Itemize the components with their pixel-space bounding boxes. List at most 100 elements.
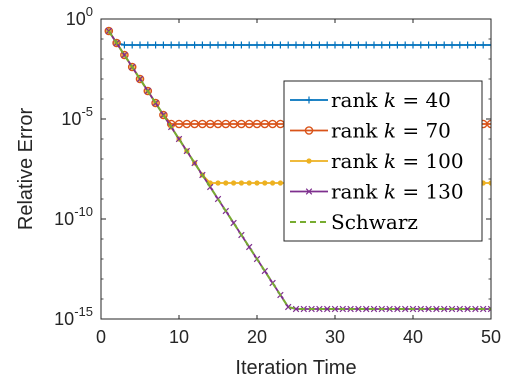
legend-label-var-1: k [384, 119, 396, 143]
legend-label-prefix-0: rank [331, 88, 384, 112]
series-0-point-16 [230, 41, 238, 49]
y-tick-label-1: 10-5 [61, 104, 93, 129]
series-2-point-14 [215, 180, 221, 186]
y-axis-label: Relative Error [15, 108, 37, 231]
legend-label-2: rank k = 100 [331, 149, 464, 173]
series-0-point-10 [183, 41, 191, 49]
y-tick-label-base-2: 10 [54, 209, 74, 229]
series-0-point-44 [448, 41, 456, 49]
series-0-point-19 [253, 41, 261, 49]
y-tick-label-0: 100 [66, 4, 93, 29]
legend-entry-3: rank k = 130 [290, 180, 464, 204]
series-0-point-41 [425, 41, 433, 49]
series-0-point-5 [144, 41, 152, 49]
y-tick-label-exponent-3: -15 [74, 304, 93, 319]
y-tick-label-2: 10-10 [54, 204, 93, 229]
series-0-point-26 [308, 41, 316, 49]
series-0-point-24 [292, 41, 300, 49]
series-0-point-36 [386, 41, 394, 49]
series-3-point-23 [284, 303, 292, 311]
series-0-point-25 [300, 41, 308, 49]
legend-marker-0 [305, 96, 313, 104]
series-2-point-19 [254, 180, 260, 186]
legend-label-rest-0: = 40 [396, 88, 451, 112]
series-1-point-2 [120, 50, 129, 60]
legend-label-rest-2: = 100 [396, 149, 464, 173]
series-0-point-11 [191, 41, 199, 49]
series-4 [107, 30, 491, 310]
legend-entry-2: rank k = 100 [290, 149, 464, 173]
series-1-point-3 [127, 62, 137, 72]
legend-label-prefix-2: rank [331, 149, 384, 173]
legend-entry-0: rank k = 40 [290, 88, 451, 112]
legend-marker-1 [304, 126, 314, 135]
series-0-point-22 [276, 41, 284, 49]
series-0-point-6 [152, 41, 160, 49]
series-0-point-32 [354, 41, 362, 49]
legend-label-1: rank k = 70 [331, 119, 451, 143]
series-3-point-49 [487, 305, 491, 313]
series-0-point-27 [315, 41, 323, 49]
series-0-point-3 [128, 41, 136, 49]
legend-label-0: rank k = 40 [331, 88, 451, 112]
series-2-point-15 [223, 180, 229, 186]
series-2-point-21 [270, 180, 276, 186]
legend-label-prefix-1: rank [331, 119, 384, 143]
series-0-point-33 [362, 41, 370, 49]
series-0-point-43 [440, 41, 448, 49]
series-3-point-28 [323, 305, 331, 313]
legend-label-var-0: k [384, 88, 396, 112]
y-tick-label-3: 10-15 [54, 304, 93, 329]
legend-label-prefix-4: Schwarz [331, 210, 418, 234]
series-3-point-24 [292, 305, 300, 313]
series-0-point-28 [323, 41, 331, 49]
series-0-point-17 [237, 41, 245, 49]
series-0-point-35 [378, 41, 386, 49]
series-0-point-18 [245, 41, 253, 49]
x-tick-label-4: 40 [403, 327, 423, 347]
series-2-point-22 [277, 180, 283, 186]
series-1-point-6 [151, 98, 160, 108]
y-tick-label-base-1: 10 [61, 109, 81, 129]
series-0-point-21 [269, 41, 277, 49]
series-0-point-7 [159, 41, 167, 49]
series-0-point-34 [370, 41, 378, 49]
series-2-point-16 [231, 180, 237, 186]
series-0-point-20 [261, 41, 269, 49]
x-tick-label-1: 10 [169, 327, 189, 347]
series-0-point-8 [167, 41, 175, 49]
series-0-point-31 [347, 41, 355, 49]
series-0-point-45 [456, 41, 464, 49]
series-1-point-1 [112, 38, 121, 48]
legend-label-prefix-3: rank [331, 180, 384, 204]
legend-entry-1: rank k = 70 [290, 119, 451, 143]
series-2-point-18 [246, 180, 252, 186]
x-axis-label: Iteration Time [235, 357, 356, 379]
series-0-point-13 [206, 41, 214, 49]
series-0-point-2 [120, 41, 128, 49]
series-1-point-7 [159, 110, 168, 120]
series-0-point-47 [471, 41, 479, 49]
series-3-point-46 [464, 305, 471, 313]
y-tick-label-base-3: 10 [54, 309, 74, 329]
series-0-point-14 [214, 41, 222, 49]
x-tick-label-5: 50 [481, 327, 501, 347]
y-tick-label-exponent-0: 0 [86, 4, 93, 19]
series-1-point-5 [143, 86, 153, 96]
axes-frame [100, 18, 492, 320]
series-0-point-4 [136, 41, 144, 49]
series-2-point-49 [488, 180, 491, 186]
x-tick-label-3: 30 [325, 327, 345, 347]
series-3-point-38 [401, 305, 409, 313]
series-2-point-20 [262, 180, 268, 186]
series-3-point-33 [362, 305, 370, 313]
series-0-point-40 [417, 41, 425, 49]
series-3-point-29 [331, 305, 339, 313]
series-0-point-15 [222, 41, 230, 49]
series-3-point-41 [425, 305, 432, 313]
legend-marker-2 [306, 158, 312, 164]
series-0-point-12 [198, 41, 206, 49]
